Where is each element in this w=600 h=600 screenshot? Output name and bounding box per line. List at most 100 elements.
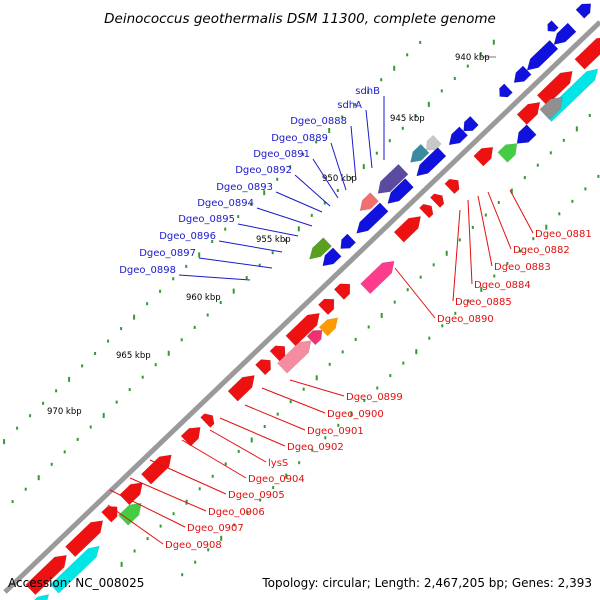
- blue-gene-arrow: [340, 233, 357, 249]
- guide-dot: [167, 350, 170, 356]
- guide-dot: [3, 439, 6, 445]
- label-leader-line: [129, 477, 207, 512]
- guide-dot: [414, 114, 417, 118]
- label-leader-line: [261, 387, 326, 414]
- blue-gene-arrow: [499, 83, 513, 98]
- guide-dot: [276, 177, 279, 181]
- label-leader-line: [181, 439, 247, 479]
- teal-gene-arrow: [410, 143, 430, 163]
- label-leader-line: [330, 142, 347, 191]
- red-gene-arrow: [140, 454, 172, 485]
- guide-dot: [376, 386, 379, 390]
- guide-dot: [63, 450, 66, 454]
- guide-dot: [193, 325, 196, 329]
- guide-dot: [406, 288, 409, 292]
- guide-dot: [479, 52, 482, 56]
- label-leader-line: [107, 504, 164, 545]
- guide-dot: [172, 512, 175, 516]
- gene-track: [25, 3, 600, 600]
- label-leader-line: [219, 417, 286, 447]
- magenta-gene-arrow: [306, 329, 323, 346]
- red-gene-arrow: [317, 298, 335, 316]
- guide-dot: [375, 151, 378, 155]
- gene-label-sdhB: sdhB: [355, 86, 380, 97]
- guide-dot: [263, 190, 266, 196]
- guide-dot: [81, 364, 84, 368]
- guide-dot: [311, 448, 314, 452]
- label-leader-line: [109, 489, 186, 528]
- red-gene-arrow: [473, 146, 494, 167]
- guide-dot: [545, 224, 548, 230]
- guide-dot: [146, 302, 149, 306]
- label-leader-line: [198, 257, 273, 269]
- guide-dot: [597, 174, 600, 178]
- guide-dot: [50, 462, 53, 466]
- guide-dot: [484, 213, 487, 217]
- cyan-rna-arrow: [33, 594, 50, 600]
- blue-gene-arrow: [547, 20, 559, 32]
- guide-dot: [16, 426, 19, 430]
- guide-dot: [466, 64, 469, 68]
- guide-dot: [393, 300, 396, 304]
- label-leader-line: [275, 191, 323, 213]
- guide-dot: [37, 475, 40, 481]
- guide-dot: [298, 461, 301, 465]
- guide-dot: [245, 276, 248, 280]
- guide-dot: [419, 275, 422, 279]
- guide-dot: [493, 274, 496, 278]
- red-gene-arrow: [429, 193, 445, 208]
- guide-dot: [68, 376, 71, 382]
- guide-dot: [120, 327, 123, 331]
- tick-label: 955 kbp: [256, 235, 291, 245]
- blue-gene-arrow: [387, 178, 414, 204]
- red-gene-arrow: [574, 37, 600, 70]
- guide-dot: [584, 187, 587, 191]
- guide-dot: [367, 325, 370, 329]
- guide-dot: [389, 374, 392, 378]
- guide-dot: [402, 361, 405, 365]
- guide-dot: [440, 89, 443, 93]
- guide-dot: [289, 165, 292, 169]
- guide-dot: [159, 289, 162, 293]
- guide-dot: [571, 199, 574, 203]
- guide-dot: [323, 201, 326, 205]
- gene-label-dgeo-0897: Dgeo_0897: [139, 248, 196, 259]
- label-leader-line: [256, 207, 313, 227]
- guide-dot: [172, 277, 175, 281]
- map-title: Deinococcus geothermalis DSM 11300, comp…: [104, 11, 496, 27]
- blue-gene-arrow: [526, 39, 559, 71]
- gene-label-dgeo-0885: Dgeo_0885: [455, 297, 512, 308]
- tick-label: 950 kbp: [322, 174, 357, 184]
- guide-dot: [380, 313, 383, 318]
- guide-dot: [532, 237, 535, 241]
- cyan-rna-arrow: [50, 545, 100, 594]
- gene-label-dgeo-0884: Dgeo_0884: [474, 280, 531, 291]
- label-leader-line: [350, 125, 357, 181]
- guide-dot: [354, 103, 357, 107]
- guide-dot: [415, 349, 418, 355]
- gene-label-dgeo-0904: Dgeo_0904: [248, 474, 305, 485]
- guide-dot: [246, 511, 249, 514]
- guide-dot: [237, 449, 240, 453]
- tick-label: 960 kbp: [186, 293, 221, 303]
- guide-dot: [42, 401, 45, 405]
- guide-dot: [367, 90, 370, 94]
- guide-dot: [428, 336, 431, 340]
- purple-gene-arrow: [377, 163, 409, 194]
- guide-dot: [302, 387, 305, 391]
- blue-gene-arrow: [356, 202, 389, 234]
- guide-dot: [506, 262, 509, 265]
- red-gene-arrow: [101, 506, 118, 523]
- guide-dot: [107, 339, 110, 343]
- red-gene-arrow: [227, 375, 255, 402]
- label-leader-line: [394, 267, 436, 319]
- blue-gene-arrow: [463, 115, 479, 132]
- guide-dot: [185, 264, 188, 268]
- guide-dot: [133, 314, 136, 320]
- gene-label-dgeo-0889: Dgeo_0889: [271, 133, 328, 144]
- magenta-gene-arrow: [360, 260, 395, 295]
- guide-dot: [250, 437, 253, 443]
- guide-dot: [328, 362, 331, 366]
- pink-gene-arrow: [359, 192, 379, 212]
